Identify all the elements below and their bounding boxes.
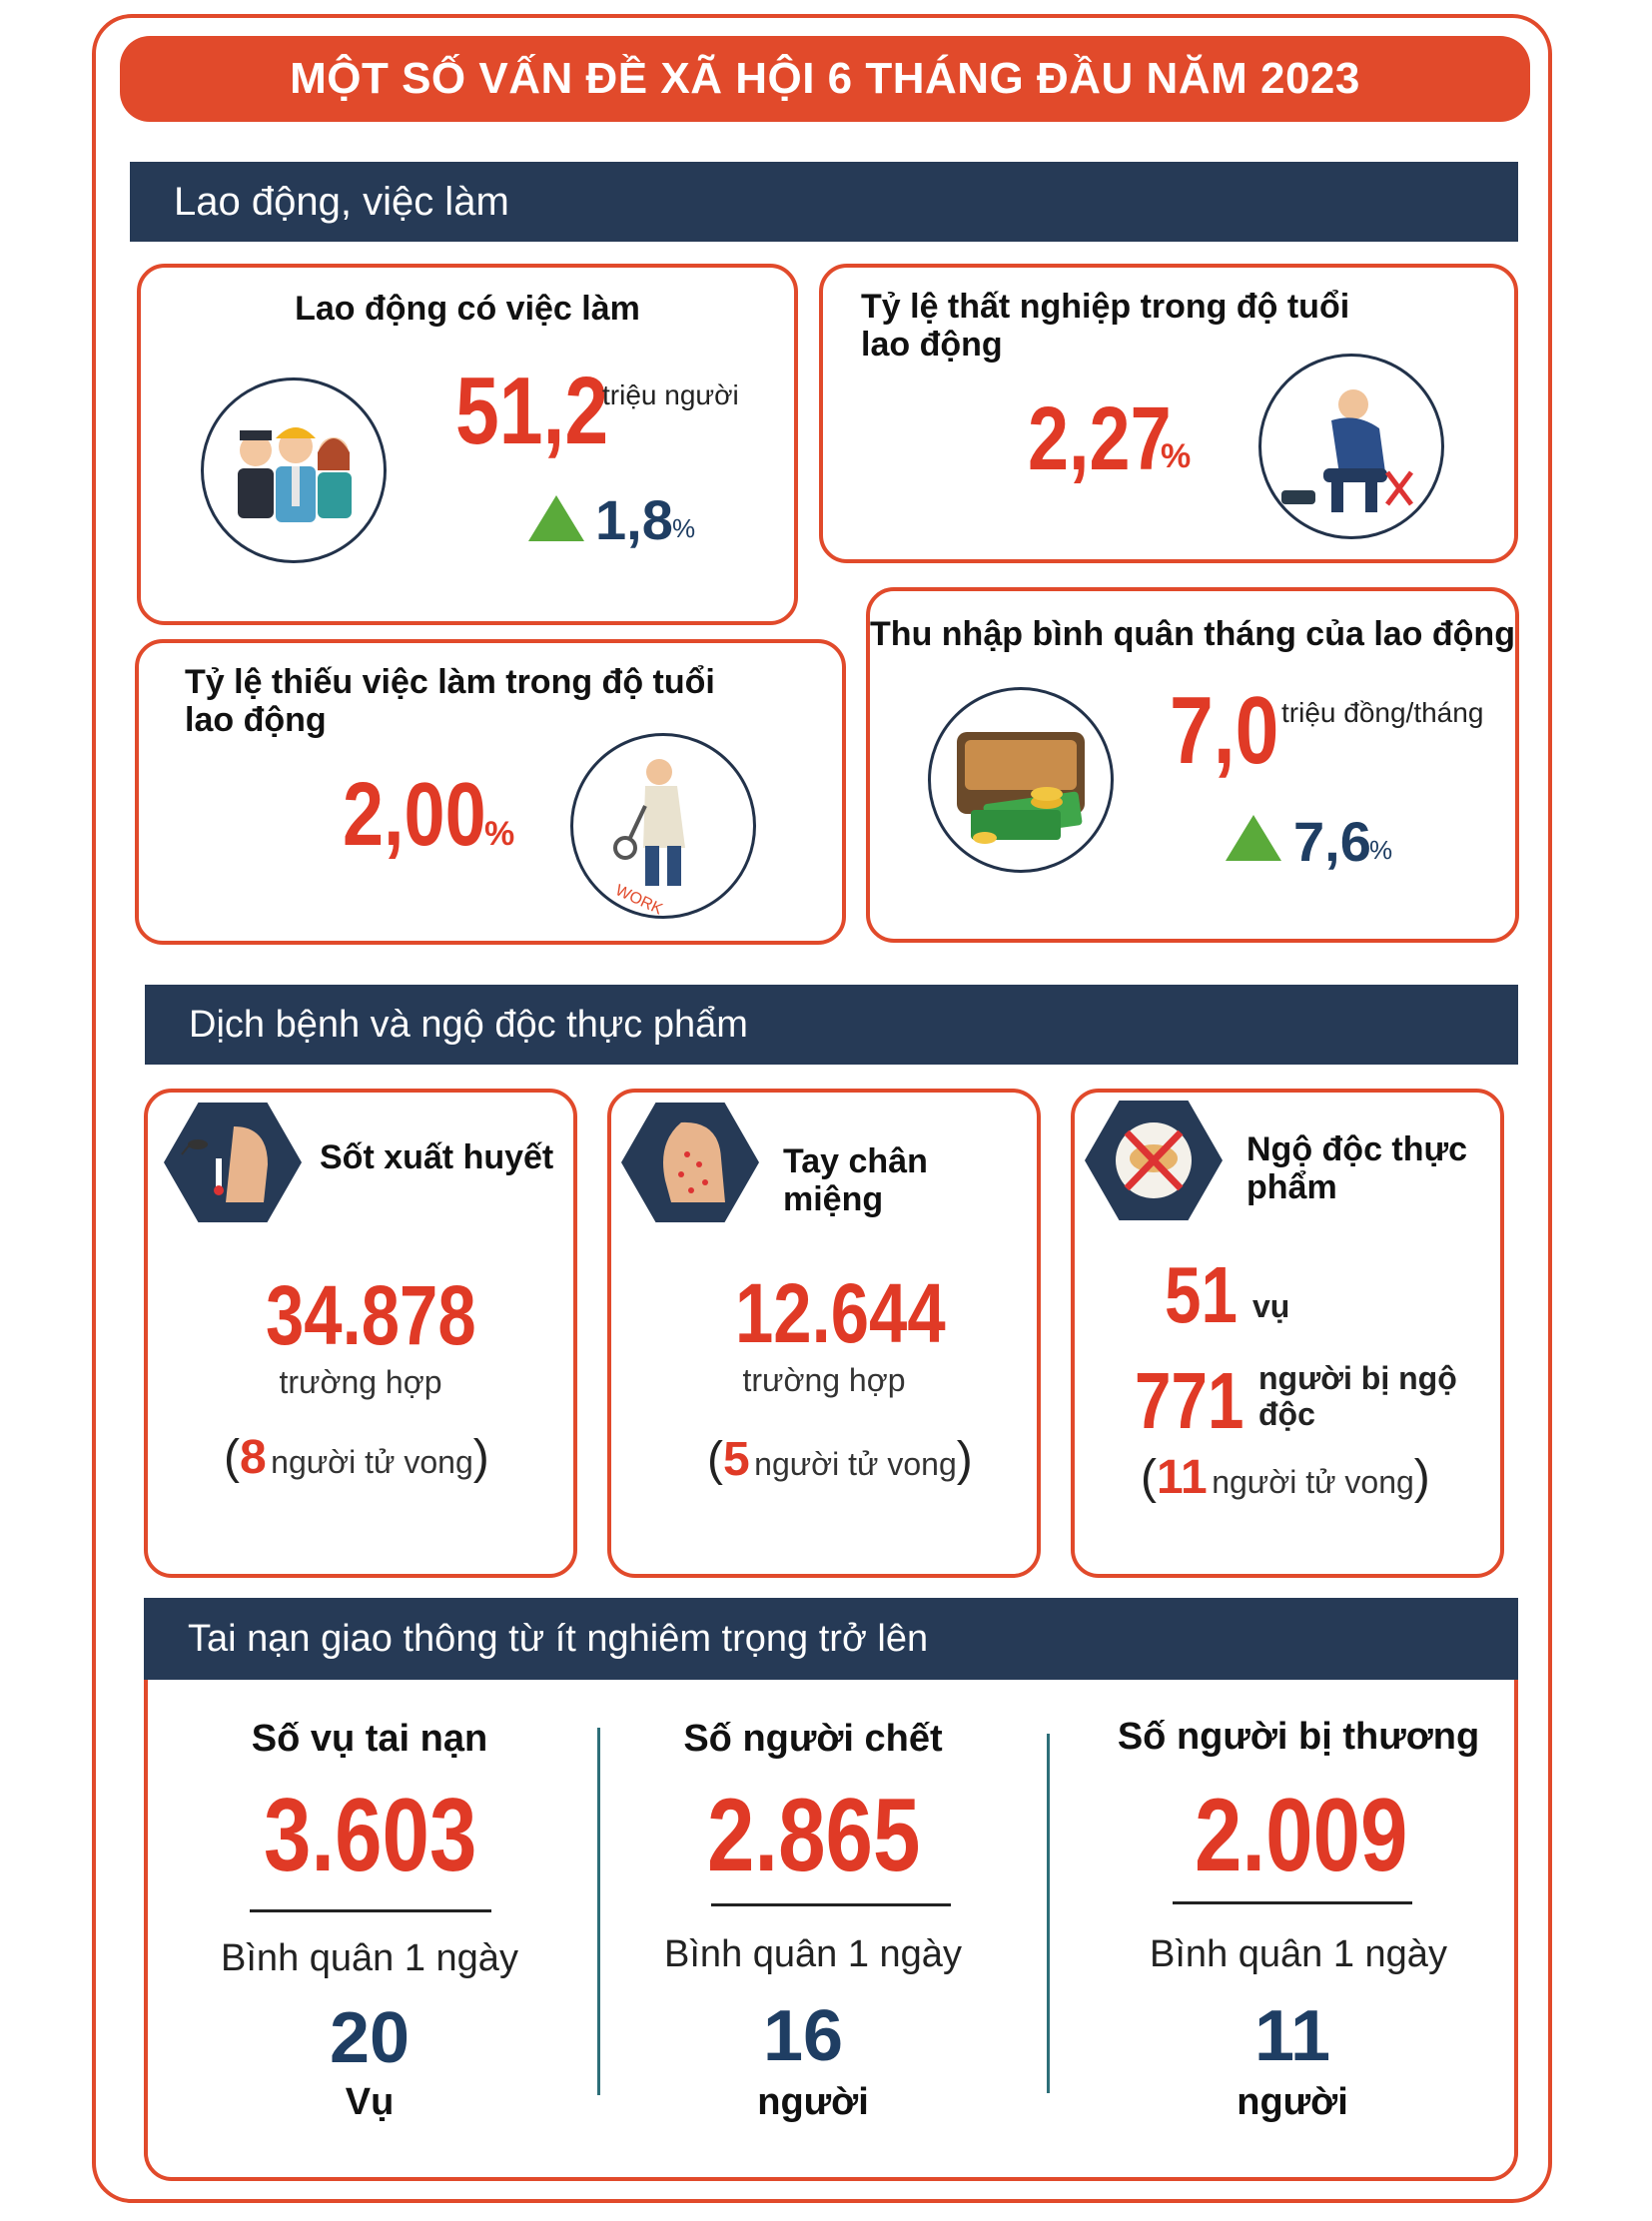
column-divider <box>597 1728 600 2095</box>
dengue-unit: trường hợp <box>279 1364 442 1400</box>
hfmd-unit: trường hợp <box>742 1362 906 1398</box>
underemployment-unit: % <box>484 815 515 853</box>
workers-icon <box>201 377 387 563</box>
deaths-label: Số người chết <box>683 1718 943 1760</box>
accidents-label: Số vụ tai nạn <box>251 1718 488 1760</box>
svg-text:WORK: WORK <box>612 882 665 916</box>
card-title: Tỷ lệ thất nghiệp trong độ tuổi lao động <box>861 288 1350 364</box>
paren-open: ( <box>1141 1451 1157 1504</box>
column-divider <box>1047 1734 1050 2093</box>
accidents-daily-unit: Vụ <box>345 2081 395 2123</box>
income-unit: triệu đồng/tháng <box>1281 697 1484 728</box>
injured-label: Số người bị thương <box>1117 1716 1480 1758</box>
paren-close: ) <box>472 1431 489 1484</box>
rash-face-icon <box>621 1103 759 1222</box>
card-title: Ngộ độc thực phẩm <box>1246 1130 1468 1206</box>
up-arrow-icon <box>1226 815 1281 861</box>
hfmd-deaths: (5 người tử vong) <box>707 1432 973 1487</box>
up-arrow-icon <box>528 495 584 541</box>
card-traffic <box>144 1598 1518 2181</box>
section-header-labor: Lao động, việc làm <box>130 162 1518 242</box>
food-people-unit: người bị ngộ độc <box>1258 1360 1457 1432</box>
food-deaths: (11 người tử vong) <box>1141 1450 1430 1505</box>
paren-open: ( <box>224 1431 240 1484</box>
card-unemployment: Tỷ lệ thất nghiệp trong độ tuổi lao động… <box>819 264 1518 563</box>
unemployment-value: 2,27 <box>1028 389 1172 489</box>
depressed-man-icon <box>1258 354 1444 539</box>
hfmd-deaths-number: 5 <box>722 1433 750 1486</box>
card-title: Sốt xuất huyết <box>320 1138 554 1176</box>
dengue-value: 34.878 <box>266 1268 476 1362</box>
job-search-icon: WORK <box>570 733 756 919</box>
section-header-disease: Dịch bệnh và ngộ độc thực phẩm <box>145 985 1518 1065</box>
employed-change: 1,8 <box>595 488 673 551</box>
food-deaths-text: người tử vong <box>1212 1464 1414 1500</box>
deaths-value: 2.865 <box>707 1778 921 1893</box>
paren-close: ) <box>956 1433 973 1486</box>
employed-unit: triệu người <box>602 379 739 410</box>
card-title: Tỷ lệ thiếu việc làm trong độ tuổi lao đ… <box>185 663 715 739</box>
food-cases-value: 51 <box>1165 1250 1238 1339</box>
divider <box>1173 1901 1412 1904</box>
card-income: Thu nhập bình quân tháng của lao động 7,… <box>866 587 1519 943</box>
mosquito-fever-icon <box>164 1103 302 1222</box>
section-header-traffic: Tai nạn giao thông từ ít nghiêm trọng tr… <box>144 1598 1518 1680</box>
food-cases-unit: vụ <box>1252 1288 1290 1324</box>
page-title: MỘT SỐ VẤN ĐỀ XÃ HỘI 6 THÁNG ĐẦU NĂM 202… <box>120 36 1530 122</box>
dengue-deaths-text: người tử vong <box>271 1444 473 1480</box>
accidents-daily: 20 <box>329 1998 411 2078</box>
card-title: Thu nhập bình quân tháng của lao động <box>870 615 1515 653</box>
underemployment-value: 2,00 <box>343 765 486 865</box>
hfmd-value: 12.644 <box>735 1266 946 1360</box>
injured-daily-unit: người <box>1237 2081 1348 2123</box>
accidents-avg-label: Bình quân 1 ngày <box>221 1937 518 1979</box>
injured-value: 2.009 <box>1195 1778 1408 1893</box>
divider <box>250 1909 491 1912</box>
card-hfmd: Tay chân miệng 12.644 trường hợp (5 ngườ… <box>607 1089 1041 1578</box>
deaths-daily: 16 <box>762 1996 844 2076</box>
deaths-daily-unit: người <box>757 2081 869 2123</box>
card-employed: Lao động có việc làm 51,2 triệu người 1,… <box>137 264 798 625</box>
card-dengue: Sốt xuất huyết 34.878 trường hợp (8 ngườ… <box>144 1089 577 1578</box>
injured-daily: 11 <box>1253 1996 1331 2076</box>
employed-value: 51,2 <box>455 358 609 464</box>
food-deaths-number: 11 <box>1156 1451 1208 1504</box>
injured-avg-label: Bình quân 1 ngày <box>1150 1933 1447 1975</box>
dengue-deaths: (8 người tử vong) <box>224 1430 489 1485</box>
hfmd-deaths-text: người tử vong <box>754 1446 957 1482</box>
wallet-money-icon <box>928 687 1114 873</box>
card-underemployment: Tỷ lệ thiếu việc làm trong độ tuổi lao đ… <box>135 639 846 945</box>
card-title: Lao động có việc làm <box>295 290 640 328</box>
employed-change-unit: % <box>672 513 696 543</box>
food-poisoning-icon <box>1085 1101 1223 1220</box>
paren-close: ) <box>1413 1451 1430 1504</box>
card-title: Tay chân miệng <box>783 1142 928 1218</box>
divider <box>711 1903 951 1906</box>
outer-frame <box>92 14 1552 2203</box>
accidents-value: 3.603 <box>264 1778 477 1893</box>
income-change: 7,6 <box>1293 810 1371 873</box>
food-people-value: 771 <box>1135 1356 1244 1445</box>
deaths-avg-label: Bình quân 1 ngày <box>664 1933 962 1975</box>
income-value: 7,0 <box>1170 677 1279 784</box>
unemployment-unit: % <box>1161 437 1192 475</box>
income-change-unit: % <box>1369 835 1393 865</box>
dengue-deaths-number: 8 <box>239 1431 267 1484</box>
card-food-poisoning: Ngộ độc thực phẩm 51 vụ 771 người bị ngộ… <box>1071 1089 1504 1578</box>
paren-open: ( <box>707 1433 723 1486</box>
